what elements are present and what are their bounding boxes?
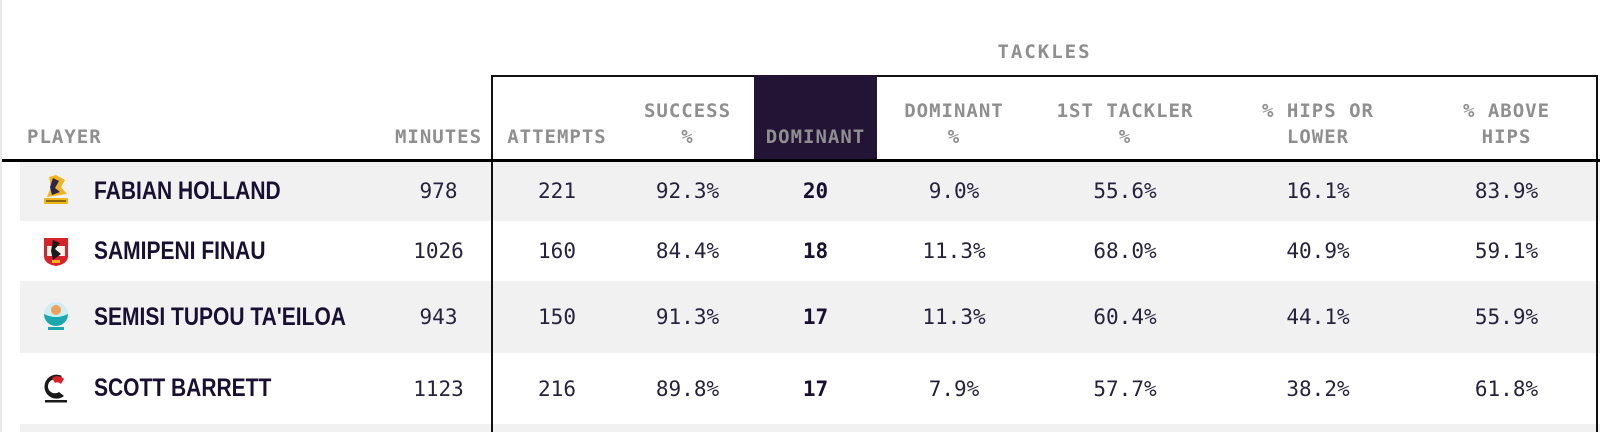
dominant-value: 17 (802, 376, 829, 401)
player-name: FABIAN HOLLAND (94, 176, 281, 205)
minutes-value: 1123 (413, 376, 464, 401)
column-header-hips-or-lower-pct[interactable]: % HIPS OR LOWER (1219, 75, 1417, 162)
attempts-value (491, 424, 621, 432)
highlanders-team-logo (44, 175, 68, 205)
overflow-cell (1597, 281, 1600, 353)
group-spacer (2, 0, 492, 76)
table-row: SCOTT BARRETT 1123 216 89.8% 17 7.9% 57.… (2, 353, 1600, 424)
player-cell: SCOTT BARRETT (2, 353, 386, 424)
success-pct-value: 89.8% (655, 376, 720, 401)
minutes-value: 943 (386, 281, 492, 353)
column-header-overflow (1597, 76, 1600, 162)
minutes-value: 1026 (413, 239, 464, 263)
hips-or-lower-pct-value: 16.1% (1219, 160, 1417, 221)
player-name: SEMISI TUPOU TA'EILOA (94, 302, 346, 331)
first-tackler-pct-value (1031, 424, 1219, 432)
first-tackler-pct-value: 57.7% (1093, 376, 1157, 401)
dominant-value: 17 (754, 281, 877, 353)
tackles-group-header: TACKLES (997, 41, 1092, 63)
dominant-value: 18 (802, 239, 829, 263)
column-header-first-tackler-pct[interactable]: 1ST TACKLER % (1031, 75, 1219, 162)
attempts-value: 221 (491, 160, 621, 221)
overflow-cell (1597, 424, 1600, 432)
attempts-value: 216 (491, 353, 621, 424)
table-row: SAMIPENI FINAU 1026 160 84.4% 18 11.3% 6… (2, 221, 1600, 281)
table-row: SEMISI TUPOU TA'EILOA 943 150 91.3% 17 1… (2, 281, 1600, 353)
table-row: FABIAN HOLLAND 978 221 92.3% 20 9.0% 55.… (2, 160, 1600, 221)
column-header-above-hips-pct[interactable]: % ABOVE HIPS (1417, 75, 1599, 162)
column-header-dominant-pct[interactable]: DOMINANT % (877, 75, 1031, 162)
player-cell (2, 424, 386, 432)
player-name: SCOTT BARRETT (94, 374, 272, 402)
dominant-pct-value: 9.0% (877, 160, 1031, 221)
minutes-value: 978 (386, 160, 492, 221)
player-cell: FABIAN HOLLAND (2, 160, 386, 221)
above-hips-pct-value: 55.9% (1417, 281, 1599, 353)
dominant-pct-value: 7.9% (928, 376, 980, 401)
moana-pasifika-team-logo (44, 302, 68, 330)
hips-or-lower-pct-value: 44.1% (1219, 281, 1417, 353)
dominant-pct-value (877, 424, 1031, 432)
column-header-row: PLAYER MINUTES ATTEMPTS SUCCESS % DOMINA… (2, 75, 1600, 162)
first-tackler-pct-value: 68.0% (1093, 239, 1157, 263)
column-group-row: TACKLES (2, 0, 1600, 76)
chiefs-team-logo (44, 238, 68, 266)
success-pct-value: 84.4% (655, 239, 720, 263)
minutes-value (386, 424, 492, 432)
above-hips-pct-value: 83.9% (1417, 160, 1599, 221)
dominant-value: 20 (754, 160, 877, 221)
player-cell: SEMISI TUPOU TA'EILOA (2, 281, 386, 353)
above-hips-pct-value (1417, 424, 1599, 432)
success-pct-value (621, 424, 754, 432)
column-header-success-pct[interactable]: SUCCESS % (621, 75, 754, 162)
dominant-pct-value: 11.3% (922, 239, 986, 263)
above-hips-pct-value: 61.8% (1417, 353, 1599, 424)
column-header-player[interactable]: PLAYER (2, 76, 386, 162)
column-header-minutes[interactable]: MINUTES (386, 76, 492, 162)
first-tackler-pct-value: 55.6% (1031, 160, 1219, 221)
column-header-dominant-selected[interactable]: DOMINANT (754, 75, 877, 162)
table-row-partial (2, 424, 1600, 432)
attempts-value: 150 (491, 281, 621, 353)
dominant-pct-value: 11.3% (877, 281, 1031, 353)
success-pct-value: 92.3% (621, 160, 754, 221)
success-pct-value: 91.3% (621, 281, 754, 353)
attempts-value: 160 (491, 221, 621, 281)
column-header-attempts[interactable]: ATTEMPTS (491, 75, 621, 162)
overflow-cell (1597, 160, 1600, 221)
crusaders-team-logo (44, 374, 67, 402)
dominant-value (754, 424, 877, 432)
hips-or-lower-pct-value: 38.2% (1286, 376, 1350, 401)
player-cell: SAMIPENI FINAU (2, 221, 386, 281)
above-hips-pct-value: 59.1% (1417, 221, 1599, 281)
hips-or-lower-pct-value (1219, 424, 1417, 432)
first-tackler-pct-value: 60.4% (1031, 281, 1219, 353)
hips-or-lower-pct-value: 40.9% (1286, 239, 1350, 263)
player-name: SAMIPENI FINAU (94, 236, 266, 265)
